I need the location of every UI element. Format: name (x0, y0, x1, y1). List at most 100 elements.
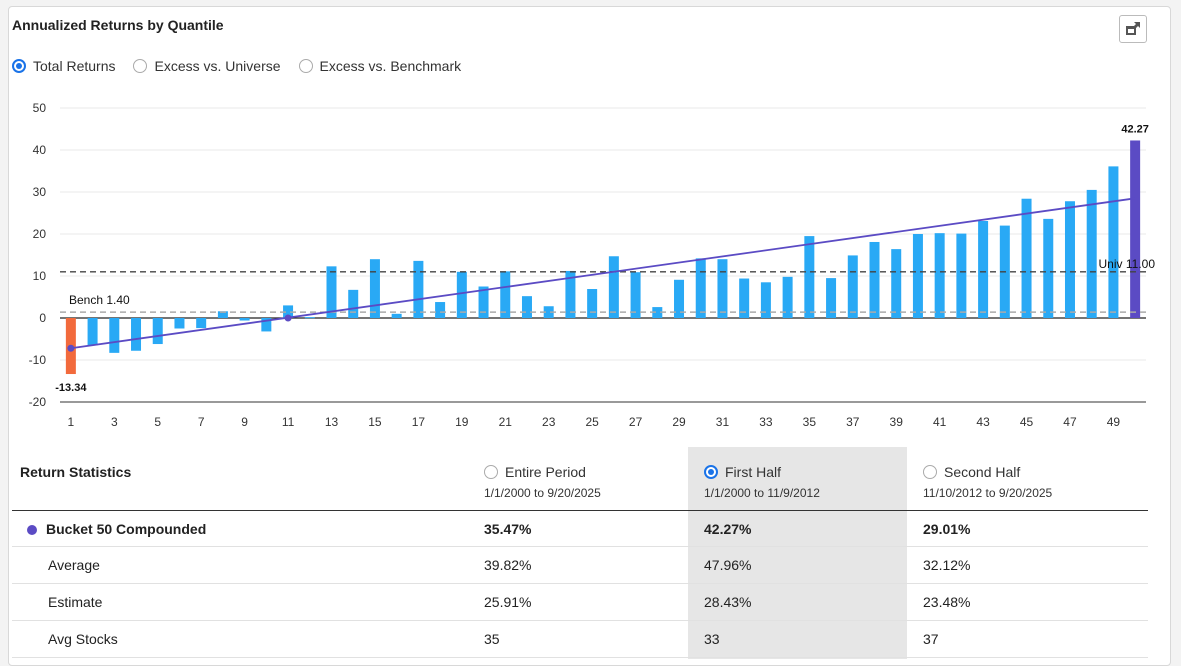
bar-quantile-39 (891, 249, 902, 318)
export-button[interactable] (1119, 15, 1147, 43)
period-range: 1/1/2000 to 9/20/2025 (484, 486, 601, 500)
bar-quantile-40 (912, 234, 923, 318)
x-tick-label: 11 (282, 415, 295, 429)
bar-quantile-35 (804, 236, 815, 318)
reference-line-label: Univ 11.00 (1099, 257, 1156, 271)
x-tick-label: 43 (976, 415, 990, 429)
export-image-icon (1126, 22, 1140, 35)
trend-marker (67, 344, 75, 352)
row-label: Estimate (48, 594, 103, 610)
x-tick-label: 7 (198, 415, 205, 429)
bar-quantile-6 (174, 318, 185, 329)
row-value: 23.48% (923, 594, 971, 610)
radio-total-returns[interactable]: Total Returns (12, 58, 115, 74)
returns-panel (8, 6, 1171, 666)
bar-quantile-22 (521, 296, 532, 318)
row-value: 39.82% (484, 557, 532, 573)
x-tick-label: 27 (629, 415, 643, 429)
row-value: 47.96% (704, 557, 752, 573)
bar-quantile-24 (565, 270, 576, 318)
x-tick-label: 13 (325, 415, 339, 429)
bar-quantile-25 (587, 289, 598, 318)
y-tick-label: 10 (33, 269, 47, 283)
y-tick-label: 30 (33, 185, 47, 199)
panel-title: Annualized Returns by Quantile (12, 17, 224, 33)
x-tick-label: 41 (933, 415, 947, 429)
bar-quantile-38 (869, 241, 880, 318)
bar-quantile-4 (131, 318, 142, 351)
bar-quantile-28 (652, 307, 663, 318)
bar-quantile-20 (478, 286, 489, 318)
bar-quantile-37 (847, 255, 858, 318)
radio-unselected-icon (923, 465, 937, 479)
period-range: 11/10/2012 to 9/20/2025 (923, 486, 1053, 500)
x-tick-label: 49 (1107, 415, 1121, 429)
bar-quantile-27 (630, 272, 641, 318)
bar-quantile-18 (435, 302, 446, 318)
radio-excess-benchmark[interactable]: Excess vs. Benchmark (298, 58, 462, 74)
bar-quantile-23 (543, 306, 554, 318)
bar-quantile-7 (196, 318, 207, 329)
period-label: First Half (725, 464, 781, 480)
y-tick-label: 0 (39, 311, 46, 325)
radio-label: Total Returns (33, 58, 116, 74)
bar-quantile-50 (1130, 140, 1141, 318)
radio-unselected-icon (298, 59, 313, 73)
radio-label: Excess vs. Benchmark (319, 58, 462, 74)
bar-quantile-14 (348, 289, 359, 318)
bar-quantile-29 (674, 279, 685, 318)
radio-excess-universe[interactable]: Excess vs. Universe (133, 58, 281, 74)
x-tick-label: 19 (455, 415, 469, 429)
bar-quantile-10 (261, 318, 272, 332)
radio-unselected-icon (484, 465, 498, 479)
bar-quantile-41 (934, 233, 945, 318)
row-value: 37 (923, 631, 939, 647)
period-first-half[interactable]: First Half 1/1/2000 to 11/9/2012 (704, 464, 820, 500)
bar-quantile-30 (695, 258, 706, 318)
bar-quantile-31 (717, 259, 728, 318)
x-tick-label: 47 (1063, 415, 1077, 429)
bar-quantile-3 (109, 318, 120, 353)
reference-line-label: Bench 1.40 (69, 293, 130, 307)
bar-quantile-34 (782, 276, 793, 318)
bar-data-label: -13.34 (55, 382, 87, 394)
bar-quantile-36 (826, 278, 837, 318)
bar-quantile-15 (369, 259, 380, 318)
radio-label: Excess vs. Universe (154, 58, 281, 74)
row-label: Bucket 50 Compounded (46, 521, 207, 537)
trend-line (70, 197, 1136, 350)
row-value: 29.01% (923, 521, 971, 537)
y-tick-label: -10 (29, 353, 47, 367)
x-tick-label: 9 (241, 415, 248, 429)
return-statistics-title: Return Statistics (20, 464, 132, 480)
x-tick-label: 3 (111, 415, 118, 429)
table-row: Estimate 25.91% 28.43% 23.48% (12, 584, 1148, 621)
bar-quantile-11 (283, 305, 294, 318)
bar-quantile-19 (456, 271, 467, 318)
bar-quantile-17 (413, 260, 424, 318)
bar-quantile-47 (1064, 201, 1075, 318)
x-tick-label: 33 (759, 415, 773, 429)
x-tick-label: 35 (803, 415, 817, 429)
row-value: 35 (484, 631, 500, 647)
bar-quantile-13 (326, 266, 337, 318)
x-tick-label: 45 (1020, 415, 1034, 429)
bar-data-label: 42.27 (1121, 123, 1149, 135)
row-label: Average (48, 557, 100, 573)
y-tick-label: -20 (29, 395, 47, 409)
trend-marker (284, 314, 292, 322)
period-second-half[interactable]: Second Half 11/10/2012 to 9/20/2025 (923, 464, 1052, 500)
x-tick-label: 5 (154, 415, 161, 429)
bar-quantile-9 (239, 318, 250, 321)
row-value: 28.43% (704, 594, 752, 610)
x-tick-label: 29 (672, 415, 686, 429)
x-tick-label: 31 (716, 415, 730, 429)
radio-selected-icon (12, 59, 26, 73)
row-value: 35.47% (484, 521, 532, 537)
period-entire[interactable]: Entire Period 1/1/2000 to 9/20/2025 (484, 464, 601, 500)
y-tick-label: 40 (33, 143, 47, 157)
bar-quantile-46 (1043, 218, 1054, 318)
bucket-series-dot-icon (27, 525, 37, 535)
radio-selected-icon (704, 465, 718, 479)
